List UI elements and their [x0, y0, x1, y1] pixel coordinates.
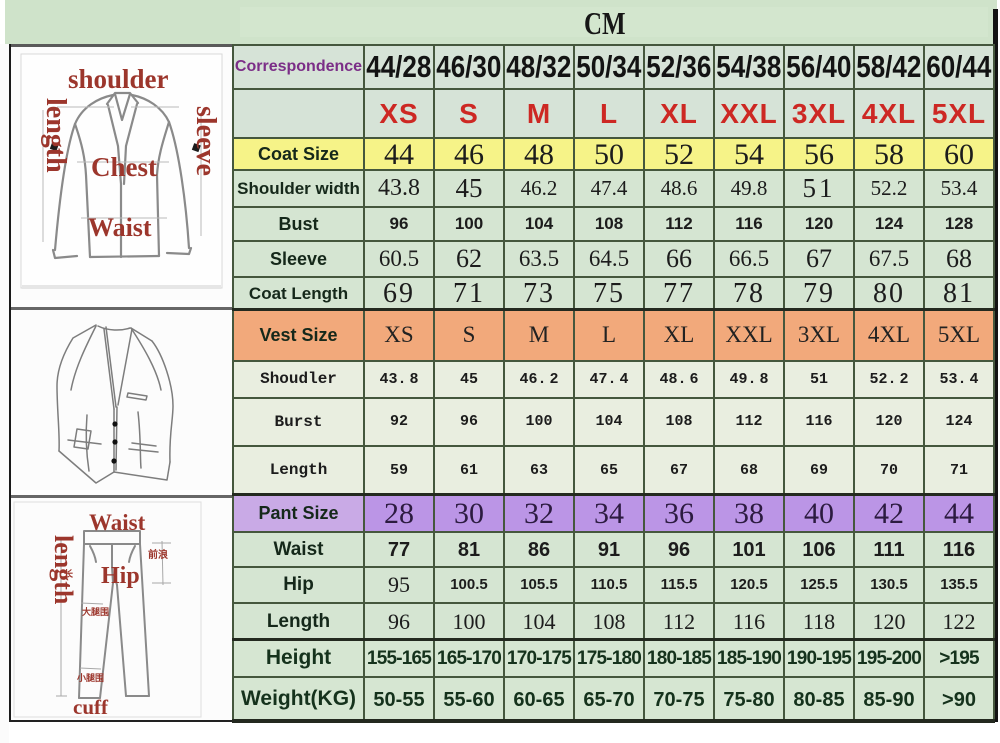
svg-text:大腿围: 大腿围 — [82, 606, 109, 617]
svg-text:cuff: cuff — [73, 695, 109, 719]
svg-text:长: 长 — [64, 568, 74, 579]
svg-text:小腿围: 小腿围 — [76, 672, 104, 683]
svg-text:sleeve: sleeve — [190, 106, 221, 176]
svg-text:length: length — [40, 98, 71, 173]
svg-text:shoulder: shoulder — [68, 64, 169, 94]
svg-text:前浪: 前浪 — [148, 548, 168, 561]
svg-text:Chest: Chest — [91, 152, 157, 182]
svg-text:Hip: Hip — [101, 563, 140, 589]
svg-text:Waist: Waist — [89, 510, 146, 535]
svg-text:length: length — [49, 535, 78, 605]
svg-text:Waist: Waist — [88, 213, 152, 242]
